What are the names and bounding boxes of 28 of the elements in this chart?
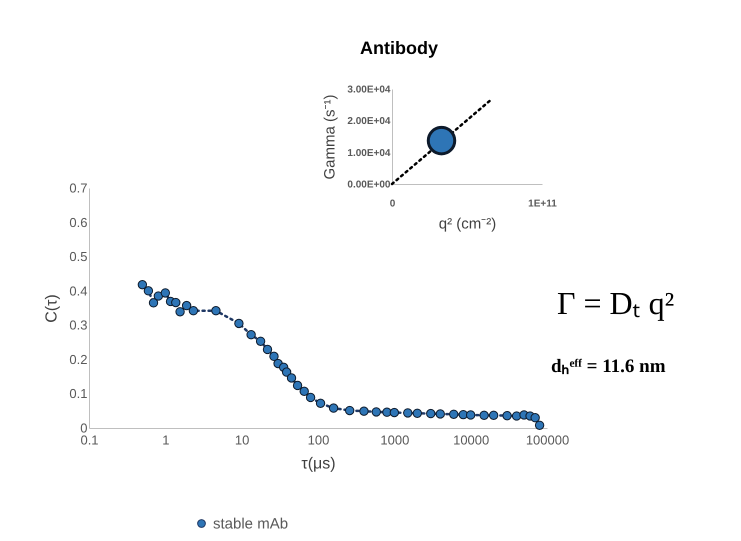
- text: dₕᵉᶠᶠ = 11.6 nm: [551, 356, 666, 377]
- text: Γ = Dₜ q²: [557, 285, 674, 321]
- y-tick-label: 0.5: [69, 249, 88, 264]
- x-axis-title: q² (cm⁻²): [438, 216, 496, 232]
- y-tick-label: 0.7: [69, 180, 88, 196]
- y-tick-label: 0.3: [69, 318, 88, 333]
- y-tick-label: 0: [80, 420, 88, 436]
- y-tick-label: 1.00E+04: [347, 148, 391, 159]
- y-tick-label: 3.00E+04: [347, 84, 391, 96]
- y-tick-label: 0.4: [69, 283, 88, 298]
- x-tick-label: 1E+11: [528, 198, 558, 210]
- y-tick-label: 2.00E+04: [347, 116, 391, 128]
- y-axis-title: Gamma (s⁻¹): [321, 94, 338, 180]
- x-tick-label: 1000: [380, 432, 410, 448]
- x-tick-label: 0.1: [80, 432, 99, 448]
- y-tick-label: 0.2: [69, 352, 88, 367]
- x-tick-label: 100: [308, 432, 330, 448]
- x-tick-label: 10000: [453, 432, 490, 448]
- x-tick-label: 1: [162, 432, 170, 448]
- y-axis-title: C(τ): [43, 294, 60, 323]
- x-tick-label: 100000: [526, 432, 570, 448]
- y-tick-label: 0.00E+00: [347, 180, 391, 190]
- x-tick-label: 10: [234, 432, 250, 448]
- y-tick-label: 0.6: [69, 214, 88, 230]
- chart-title: Antibody: [360, 38, 438, 58]
- x-axis-title: τ(μs): [301, 456, 336, 472]
- y-tick-label: 0.1: [69, 386, 88, 402]
- legend-label: stable mAb: [213, 516, 288, 532]
